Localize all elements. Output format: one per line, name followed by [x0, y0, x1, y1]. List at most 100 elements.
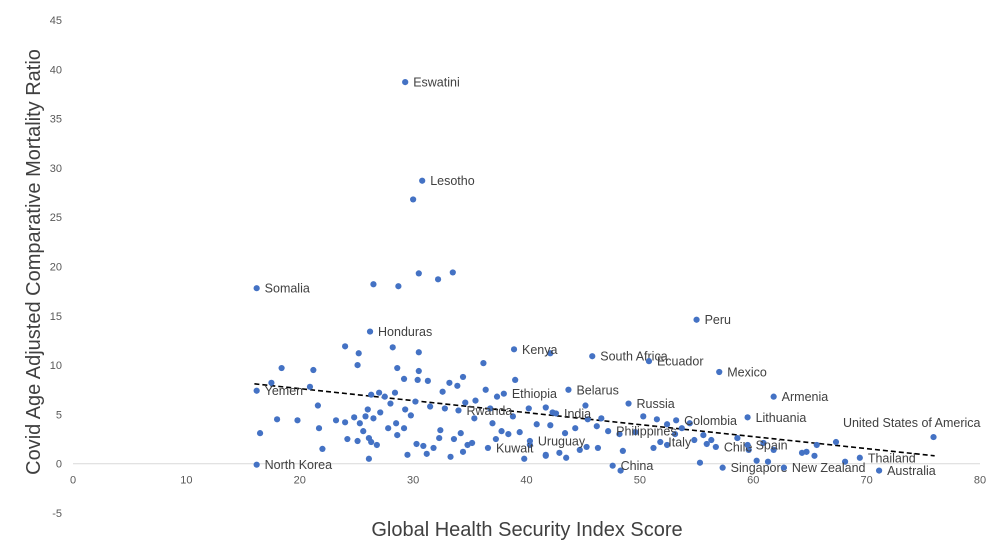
data-point [454, 382, 461, 389]
y-tick-label: 5 [56, 409, 62, 421]
point-label: China [621, 459, 654, 473]
data-point [355, 350, 362, 357]
data-point [509, 413, 516, 420]
data-point [459, 373, 467, 381]
trendline [254, 383, 935, 457]
y-tick-label: 15 [50, 311, 62, 323]
data-point [412, 398, 419, 405]
data-point [471, 415, 478, 422]
x-tick-label: 50 [634, 475, 646, 487]
data-point [582, 402, 589, 409]
data-point [619, 447, 626, 454]
data-point [505, 431, 512, 438]
data-point [404, 451, 411, 458]
data-point [533, 421, 540, 428]
data-point [377, 409, 384, 416]
data-point [811, 452, 818, 459]
point-label: United States of America [843, 416, 981, 430]
labeled-data-point [589, 353, 596, 360]
x-axis-label: Global Health Security Index Score [371, 519, 682, 541]
y-tick-label: 30 [50, 163, 62, 175]
data-point [354, 437, 361, 445]
data-point [256, 430, 264, 437]
x-tick-label: 20 [294, 475, 306, 487]
labeled-data-point [744, 414, 751, 421]
data-point [427, 403, 434, 410]
labeled-data-point [552, 410, 560, 417]
point-label: Russia [637, 397, 675, 411]
data-point [841, 458, 849, 465]
data-point [493, 393, 501, 400]
data-point [407, 412, 414, 419]
data-point [584, 416, 591, 423]
labeled-data-point [455, 407, 462, 414]
data-point [632, 429, 639, 436]
x-tick-label: 70 [861, 475, 873, 487]
data-point [342, 343, 349, 350]
data-point [402, 406, 409, 413]
y-tick-label: 0 [56, 459, 62, 471]
data-point [700, 432, 707, 439]
data-point [462, 399, 469, 406]
point-label: India [564, 407, 591, 421]
labeled-data-point [565, 386, 572, 393]
data-point [516, 429, 523, 436]
data-point [332, 417, 340, 424]
labeled-data-point [253, 285, 260, 292]
data-point [457, 430, 464, 437]
data-point [446, 379, 453, 386]
data-point [770, 446, 777, 453]
data-point [653, 416, 660, 423]
labeled-data-point [716, 368, 723, 376]
point-label: Ecuador [657, 355, 704, 369]
data-point [468, 439, 476, 447]
labeled-data-point [253, 387, 260, 394]
point-label: Lesotho [430, 174, 475, 188]
labeled-data-point [366, 328, 374, 335]
data-point [556, 449, 563, 456]
data-point [489, 420, 496, 427]
labeled-data-point [609, 462, 616, 469]
x-tick-label: 80 [974, 475, 986, 487]
data-point [413, 440, 420, 448]
data-point [389, 344, 396, 351]
data-point [387, 400, 394, 407]
data-point [640, 413, 647, 420]
labeled-data-point [673, 417, 680, 424]
data-point [423, 450, 430, 457]
data-point [430, 444, 437, 452]
point-label: Mexico [727, 366, 767, 380]
data-point [278, 364, 285, 372]
point-label: Yemen [265, 384, 304, 398]
data-point [381, 393, 388, 400]
labeled-data-point [930, 433, 937, 441]
labeled-data-point [605, 428, 612, 435]
data-point [441, 405, 448, 412]
data-point [547, 422, 554, 429]
data-point [703, 440, 710, 448]
point-label: Honduras [378, 325, 432, 339]
point-label: Singapore [731, 461, 788, 475]
data-point [764, 458, 772, 465]
data-point [663, 441, 671, 449]
data-point [415, 349, 422, 356]
data-point [753, 457, 760, 464]
data-point [319, 445, 326, 453]
point-label: Armenia [782, 390, 829, 404]
data-point [415, 367, 422, 375]
data-point [356, 420, 363, 427]
labeled-data-point [484, 444, 492, 452]
point-label: Belarus [576, 383, 618, 397]
data-point [450, 435, 458, 443]
point-label: Peru [705, 313, 731, 327]
labeled-data-point [719, 464, 726, 471]
data-point [472, 397, 479, 404]
labeled-points: Eswatini Lesotho Somalia Honduras Peru Kenya S… [253, 76, 981, 478]
data-point [678, 425, 685, 432]
data-point [583, 443, 590, 451]
data-point [561, 430, 569, 437]
data-point [436, 434, 443, 442]
data-point [385, 425, 392, 432]
data-point [487, 405, 494, 412]
